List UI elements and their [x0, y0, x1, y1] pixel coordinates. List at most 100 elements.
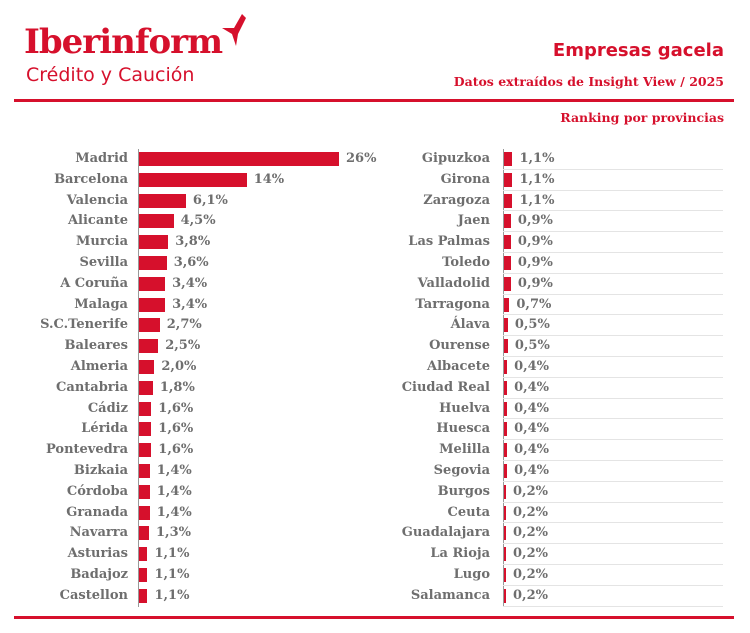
category-label: Badajoz	[70, 567, 128, 582]
row-separator	[503, 543, 723, 545]
bar	[504, 152, 513, 166]
data-label: 1,6%	[158, 442, 194, 458]
data-label: 1,6%	[158, 421, 194, 437]
category-label: Ciudad Real	[401, 379, 490, 395]
data-label: 6,1%	[192, 192, 228, 208]
category-label: Melilla	[439, 442, 490, 458]
row-separator	[503, 189, 723, 191]
category-label: Baleares	[64, 338, 128, 354]
row-separator	[503, 168, 723, 170]
bar	[504, 505, 506, 520]
row-separator	[503, 293, 723, 295]
data-label: 1,6%	[158, 400, 194, 416]
bar	[504, 360, 508, 374]
category-label: Sevilla	[79, 255, 128, 270]
footer-divider	[14, 616, 734, 619]
category-label: Zaragoza	[423, 192, 490, 208]
category-label: Cantabria	[56, 379, 128, 395]
category-label: Burgos	[437, 483, 490, 499]
row-separator	[503, 418, 723, 420]
bar	[139, 443, 152, 458]
bar	[504, 256, 511, 270]
category-label: Guadalajara	[401, 525, 490, 541]
row-separator	[503, 522, 723, 524]
category-label: Toledo	[442, 255, 490, 270]
bar	[504, 339, 508, 354]
category-label: La Rioja	[430, 546, 490, 562]
bar	[504, 464, 508, 478]
bar	[139, 172, 247, 187]
page-title: Empresas gacela	[552, 40, 724, 61]
bar	[504, 484, 506, 499]
category-label: Las Palmas	[408, 234, 490, 250]
category-label: Álava	[450, 317, 490, 333]
category-label: Albacete	[426, 359, 490, 374]
ranking-label: Ranking por provincias	[560, 110, 724, 125]
row-separator	[503, 356, 723, 357]
category-label: Huelva	[439, 400, 490, 416]
data-label: 1,1%	[519, 171, 555, 187]
bar	[139, 526, 149, 541]
bar	[504, 547, 506, 562]
category-label: Valencia	[66, 192, 128, 208]
data-label: 1,4%	[156, 483, 192, 499]
category-label: S.C.Tenerife	[40, 317, 128, 333]
category-label: A Coruña	[60, 275, 128, 291]
bar	[139, 568, 148, 582]
data-label: 0,2%	[513, 546, 548, 562]
bar	[139, 276, 166, 291]
bar	[139, 588, 148, 603]
category-label: Cádiz	[87, 400, 128, 416]
data-label: 3,4%	[172, 275, 208, 291]
row-separator	[503, 439, 723, 441]
bar	[504, 318, 508, 333]
bar	[504, 214, 511, 229]
row-separator	[503, 210, 723, 212]
data-label: 2,0%	[161, 359, 197, 374]
data-label: 1,1%	[519, 151, 555, 166]
category-label: Navarra	[69, 525, 128, 541]
category-label: Granada	[66, 504, 128, 520]
data-label: 3,8%	[175, 234, 211, 250]
bar	[504, 588, 506, 603]
data-label: 1,1%	[519, 192, 555, 208]
category-label: Madrid	[75, 151, 128, 166]
category-label: Córdoba	[66, 483, 128, 499]
category-label: Valladolid	[417, 275, 490, 291]
row-separator	[503, 564, 723, 565]
row-separator	[503, 501, 723, 503]
axis-line	[138, 149, 139, 607]
data-label: 1,4%	[156, 504, 192, 520]
data-label: 2,5%	[165, 338, 201, 354]
category-label: Bizkaia	[73, 463, 128, 478]
data-label: 26%	[346, 151, 377, 166]
bar	[139, 235, 169, 250]
row-separator	[503, 460, 723, 461]
data-label: 3,6%	[173, 255, 209, 270]
data-label: 2,7%	[166, 317, 202, 333]
data-label: 0,9%	[517, 275, 553, 291]
row-separator	[503, 480, 723, 482]
category-label: Salamanca	[410, 587, 490, 603]
data-label: 0,2%	[513, 587, 548, 603]
category-label: Ceuta	[447, 504, 491, 520]
row-separator	[503, 376, 723, 378]
bar	[504, 526, 506, 541]
data-label: 1,4%	[156, 463, 192, 478]
axis-line	[503, 149, 504, 607]
bar	[504, 276, 511, 291]
bar	[504, 172, 513, 187]
category-label: Gipuzkoa	[421, 151, 490, 166]
bar	[504, 443, 508, 458]
category-label: Alicante	[67, 213, 128, 229]
category-label: Lérida	[81, 421, 128, 437]
row-separator	[503, 397, 723, 399]
bar	[504, 568, 506, 582]
bar	[139, 193, 186, 208]
data-label: 0,4%	[514, 379, 550, 395]
bar	[504, 401, 508, 416]
bar	[504, 422, 508, 437]
bar	[139, 256, 167, 270]
category-label: Murcia	[76, 234, 128, 250]
